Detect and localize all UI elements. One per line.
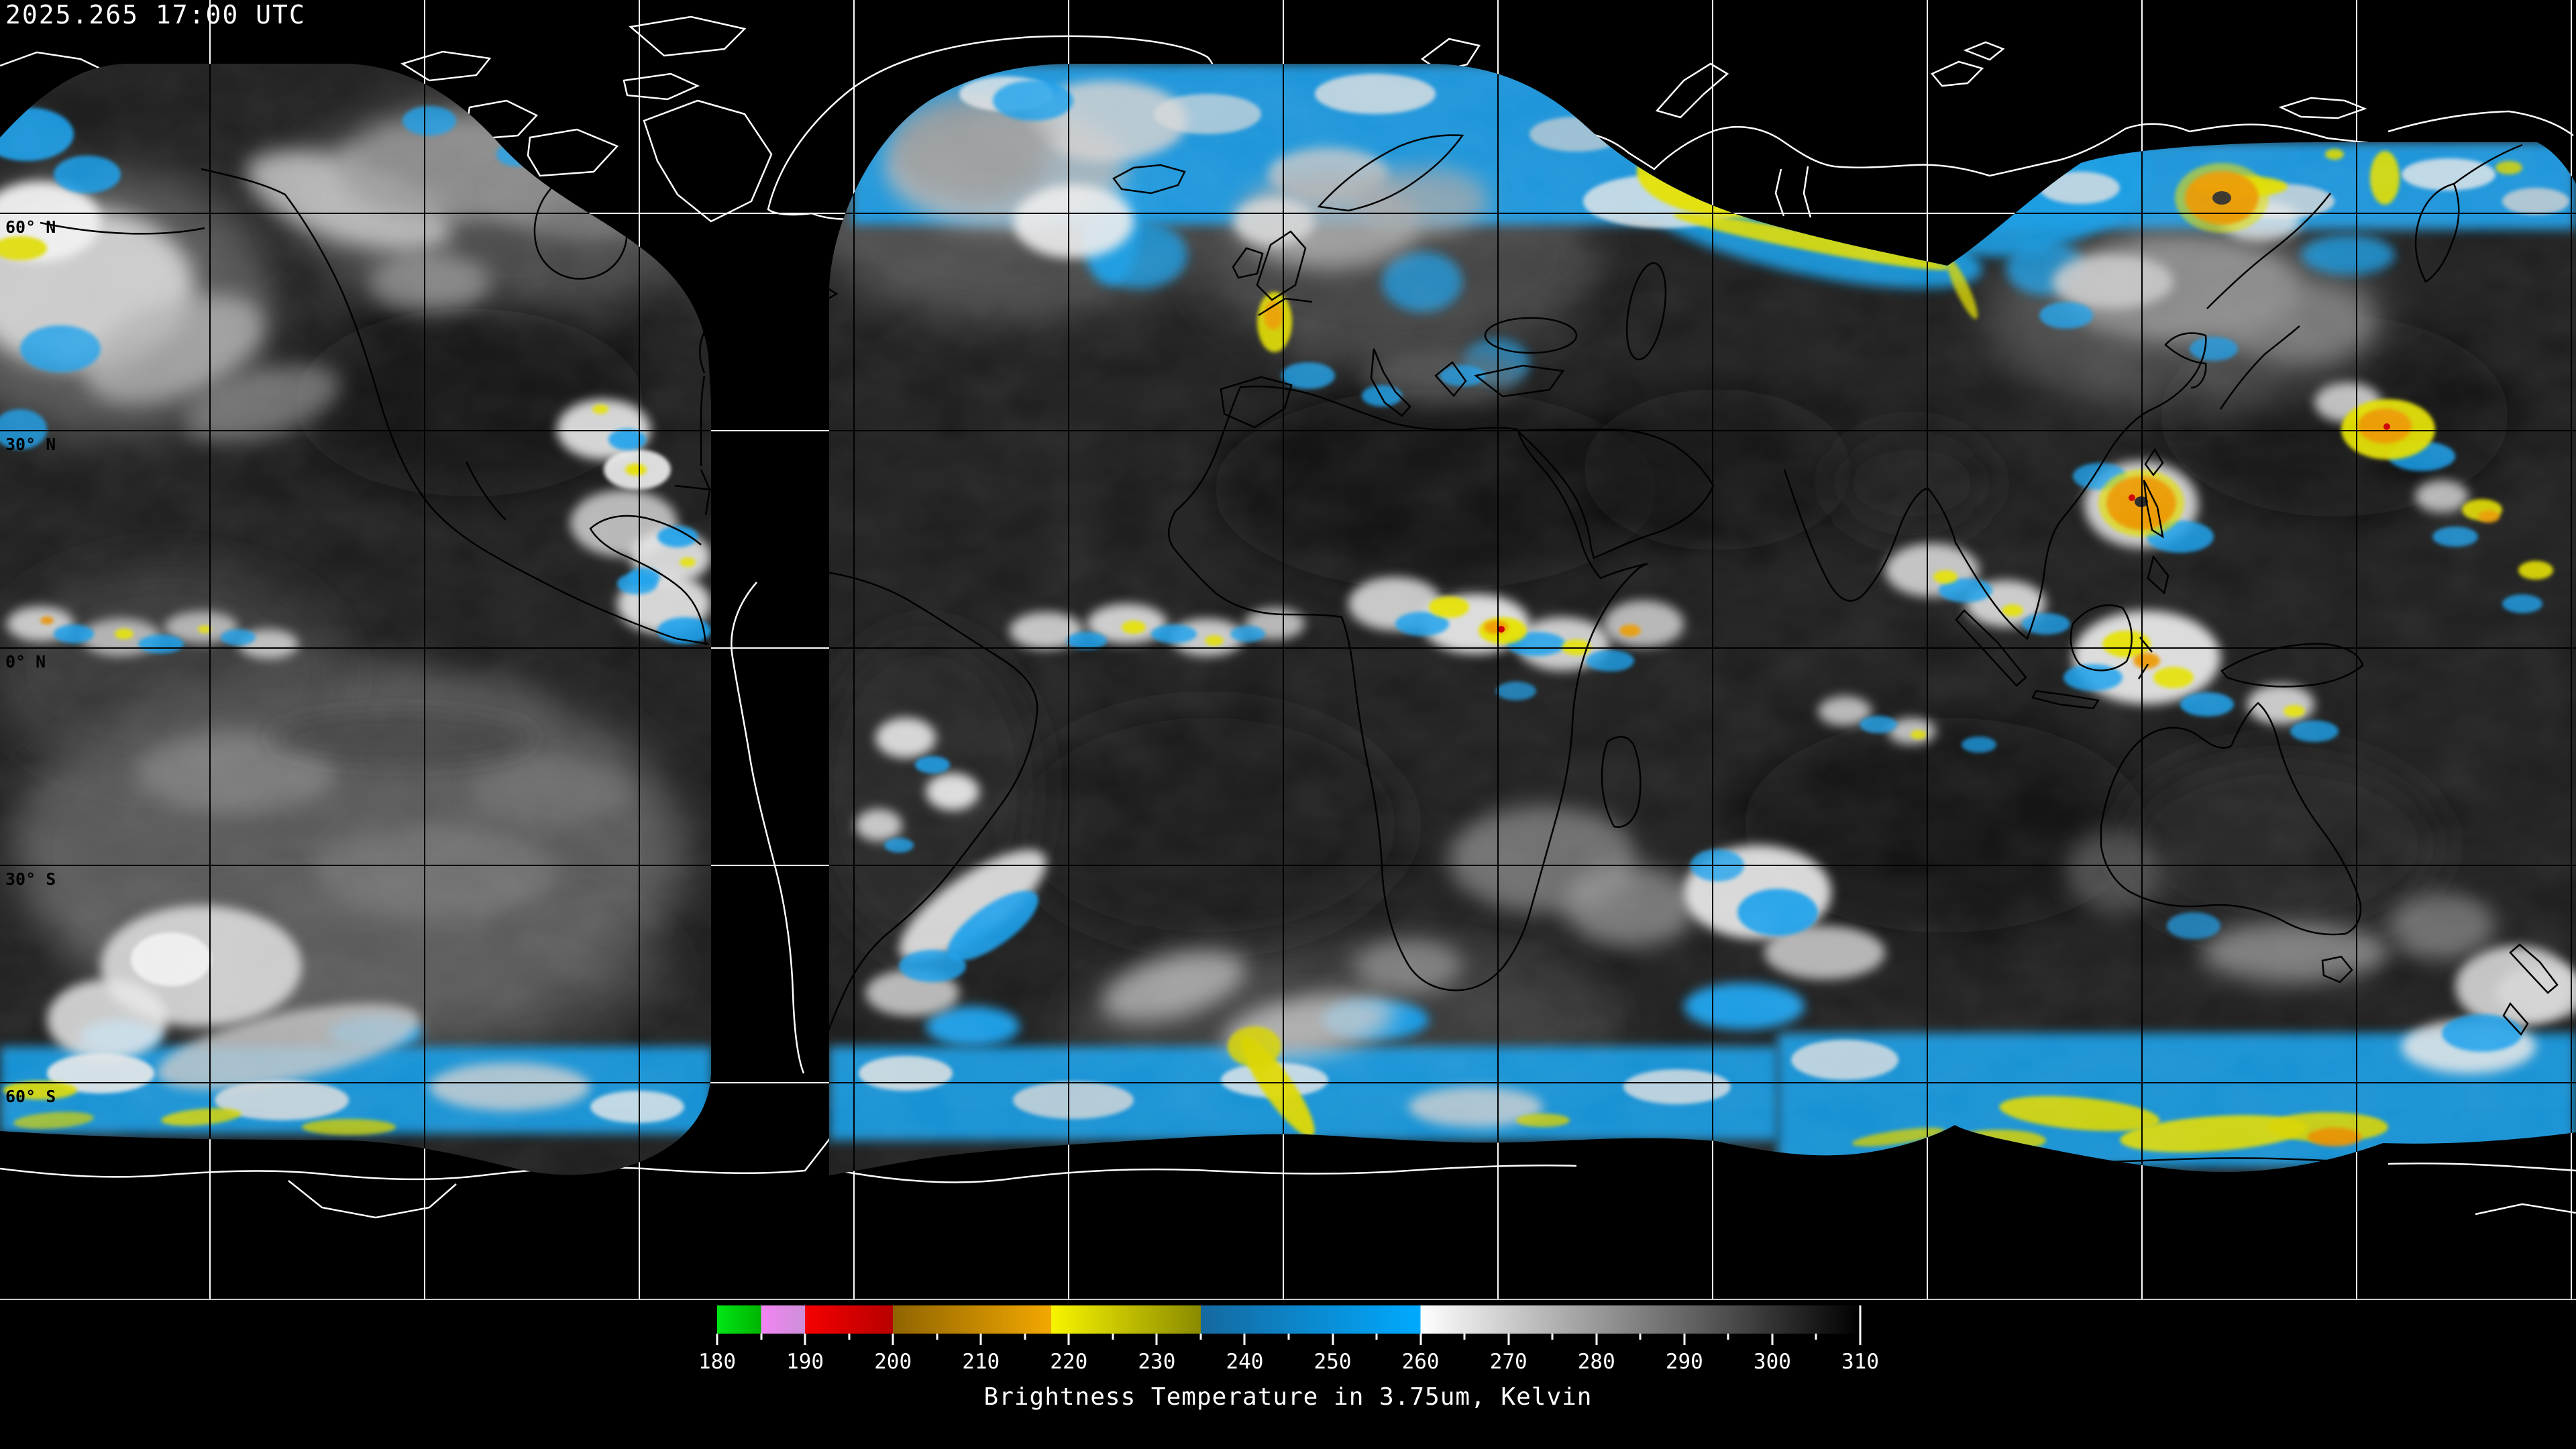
map-bottom-border [0, 1299, 2576, 1300]
colorbar-tick-195 [848, 1334, 851, 1340]
colorbar-tick-210 [979, 1334, 982, 1345]
colorbar-tick-260 [1419, 1334, 1422, 1345]
lat-label-30s: 30° S [5, 869, 56, 889]
colorbar-tick-185 [760, 1334, 763, 1340]
colorbar-tick-205 [936, 1334, 938, 1340]
colorbar-tick-label-280: 280 [1577, 1350, 1615, 1374]
colorbar-tick-275 [1551, 1334, 1554, 1340]
colorbar-tick-200 [892, 1334, 894, 1345]
colorbar-tick-label-290: 290 [1665, 1350, 1703, 1374]
colorbar-tick-label-310: 310 [1841, 1350, 1879, 1374]
legend: 180 190 200 210 220 230 240 250 260 270 280 290 300 3… [698, 1305, 1879, 1374]
colorbar-tick-250 [1332, 1334, 1334, 1345]
colorbar-tick-label-180: 180 [698, 1350, 736, 1374]
cloud-texture-overlay [0, 64, 2576, 1175]
colorbar-tick-180 [716, 1334, 718, 1345]
colorbar-tick-240 [1243, 1334, 1246, 1345]
colorbar-ticks: 180 190 200 210 220 230 240 250 260 270 280 290 300 3… [698, 1305, 1879, 1386]
colorbar-tick-230 [1155, 1334, 1158, 1345]
colorbar-tick-270 [1507, 1334, 1510, 1345]
colorbar-tick-245 [1287, 1334, 1290, 1340]
colorbar-tick-265 [1463, 1334, 1466, 1340]
colorbar-tick-220 [1067, 1334, 1070, 1345]
colorbar-tick-label-240: 240 [1226, 1350, 1264, 1374]
colorbar-tick-255 [1375, 1334, 1378, 1340]
lat-label-60n: 60° N [5, 217, 56, 237]
imagery-layer [0, 64, 2576, 1175]
colorbar [717, 1305, 1860, 1334]
lat-label-60s: 60° S [5, 1087, 56, 1106]
colorbar-tick-295 [1727, 1334, 1729, 1340]
lat-label-30n: 30° N [5, 435, 56, 454]
timestamp: 2025.265 17:00 UTC [5, 0, 306, 30]
lat-label-0n: 0° N [5, 652, 46, 672]
colorbar-tick-225 [1112, 1334, 1114, 1340]
colorbar-tick-305 [1815, 1334, 1817, 1340]
latitude-labels: 60° N 30° N 0° N 30° S 60° S [5, 217, 56, 1106]
colorbar-tick-label-300: 300 [1753, 1350, 1791, 1374]
colorbar-tick-label-260: 260 [1401, 1350, 1440, 1374]
colorbar-tick-label-220: 220 [1050, 1350, 1088, 1374]
legend-title: Brightness Temperature in 3.75um, Kelvin [983, 1383, 1593, 1411]
colorbar-tick-label-200: 200 [874, 1350, 912, 1374]
colorbar-tick-285 [1639, 1334, 1642, 1340]
colorbar-tick-190 [804, 1334, 806, 1345]
colorbar-tick-290 [1683, 1334, 1686, 1345]
colorbar-tick-300 [1771, 1334, 1774, 1345]
colorbar-tick-label-250: 250 [1313, 1350, 1352, 1374]
colorbar-tick-label-230: 230 [1138, 1350, 1176, 1374]
colorbar-tick-label-190: 190 [786, 1350, 824, 1374]
colorbar-tick-215 [1024, 1334, 1026, 1340]
colorbar-tick-235 [1199, 1334, 1202, 1340]
colorbar-tick-310 [1859, 1305, 1862, 1345]
colorbar-tick-280 [1595, 1334, 1598, 1345]
colorbar-tick-label-210: 210 [962, 1350, 1000, 1374]
colorbar-tick-label-270: 270 [1489, 1350, 1527, 1374]
